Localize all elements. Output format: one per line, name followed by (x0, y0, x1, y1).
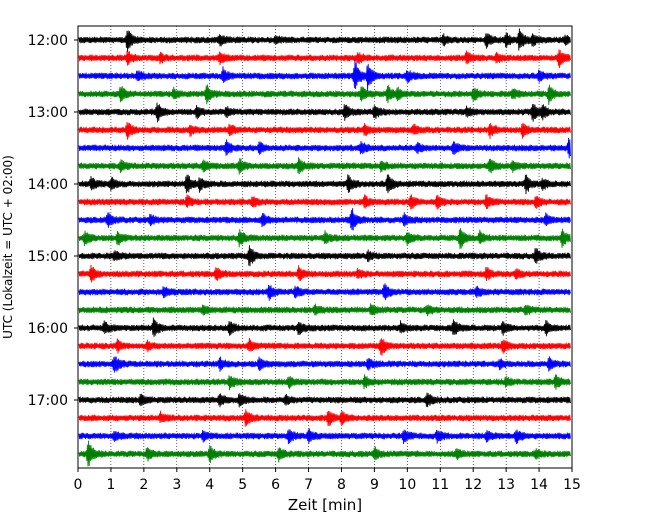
trace-1700 (78, 392, 571, 408)
y-tick-label-1300: 13:00 (28, 105, 68, 121)
trace-1200 (78, 28, 571, 52)
trace-1645 (78, 374, 571, 391)
x-tick-label-1: 1 (106, 477, 115, 493)
trace-1330 (78, 137, 571, 159)
trace-1215 (78, 49, 571, 69)
trace-1515 (78, 264, 571, 283)
trace-1730 (78, 428, 571, 445)
trace-1245 (78, 84, 571, 106)
x-tick-label-7: 7 (304, 477, 313, 493)
x-axis-ticks: 0 1 2 3 4 5 6 7 8 9 10 11 12 13 14 15 (74, 468, 581, 493)
x-tick-label-8: 8 (337, 477, 346, 493)
y-tick-label-1200: 12:00 (28, 33, 68, 49)
plot-frame (77, 25, 573, 469)
y-tick-label-1500: 15:00 (28, 249, 68, 265)
trace-1615 (78, 337, 571, 356)
trace-1500 (78, 245, 571, 267)
trace-1345 (78, 156, 571, 175)
trace-1430 (78, 207, 571, 231)
trace-1530 (78, 283, 571, 301)
y-tick-label-1700: 17:00 (28, 393, 68, 409)
x-tick-label-14: 14 (530, 477, 548, 493)
trace-1715 (78, 409, 571, 427)
x-tick-label-2: 2 (139, 477, 148, 493)
trace-1630 (78, 356, 571, 373)
trace-1745 (78, 440, 571, 467)
x-tick-label-12: 12 (464, 477, 482, 493)
trace-1300 (78, 102, 571, 123)
trace-1415 (78, 194, 571, 210)
trace-1445 (78, 227, 571, 250)
x-tick-label-6: 6 (271, 477, 280, 493)
x-tick-label-5: 5 (238, 477, 247, 493)
trace-1545 (78, 303, 571, 317)
y-tick-label-1400: 14:00 (28, 177, 68, 193)
x-tick-label-13: 13 (497, 477, 515, 493)
seismogram-traces (78, 28, 571, 467)
y-tick-label-1600: 16:00 (28, 321, 68, 337)
trace-1230 (78, 59, 571, 91)
x-tick-label-10: 10 (398, 477, 416, 493)
y-axis-ticks: 12:00 13:00 14:00 15:00 16:00 17:00 (28, 33, 78, 409)
x-tick-label-4: 4 (205, 477, 214, 493)
x-tick-label-11: 11 (431, 477, 449, 493)
x-axis-label: Zeit [min] (288, 496, 362, 514)
y-axis-label: UTC (Lokalzeit = UTC + 02:00) (1, 155, 15, 339)
trace-1315 (78, 121, 571, 140)
x-tick-label-3: 3 (172, 477, 181, 493)
trace-1600 (78, 317, 571, 337)
x-tick-label-15: 15 (563, 477, 581, 493)
x-tick-label-0: 0 (74, 477, 83, 493)
x-tick-label-9: 9 (370, 477, 379, 493)
trace-1400 (78, 174, 571, 195)
